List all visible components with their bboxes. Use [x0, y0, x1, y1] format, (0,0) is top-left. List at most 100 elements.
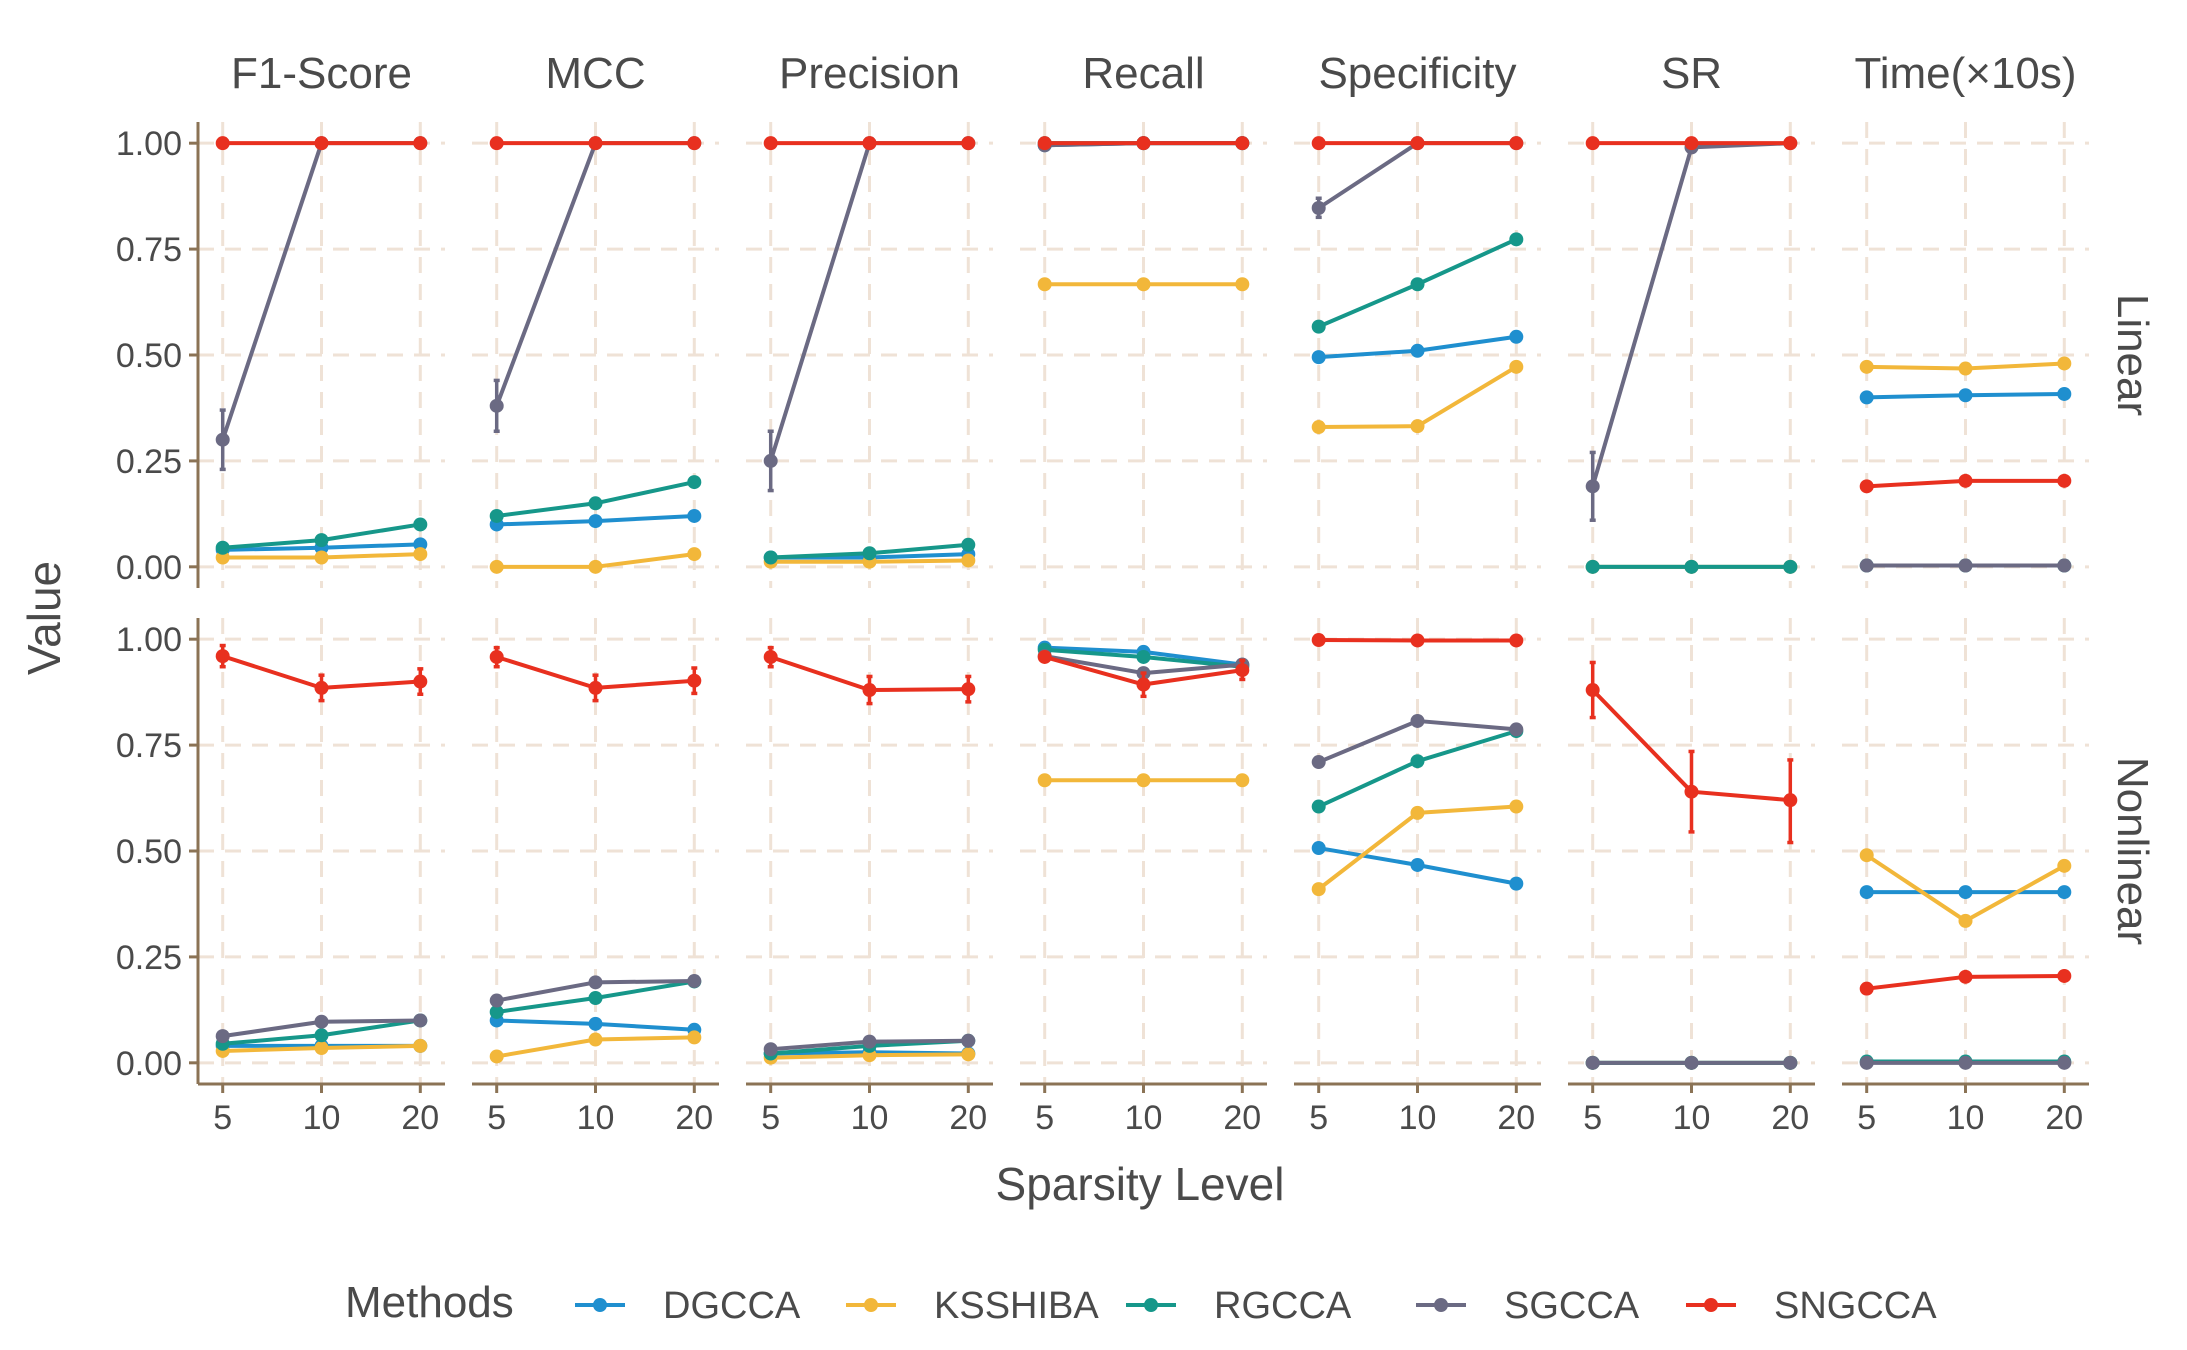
data-point-rgcca [1410, 277, 1425, 292]
error-bar-sgcca [767, 429, 774, 493]
data-point-dgcca [413, 537, 428, 552]
data-point-sngcca [2057, 968, 2072, 983]
data-point-sngcca [1509, 633, 1524, 648]
data-point-sgcca [1585, 1055, 1600, 1070]
x-tick-label: 5 [487, 1099, 506, 1137]
x-tick-label: 10 [1947, 1099, 1985, 1137]
data-point-sngcca [1037, 136, 1052, 151]
data-point-rgcca [862, 546, 877, 561]
data-point-ksshiba [1037, 773, 1052, 788]
data-point-sngcca [413, 136, 428, 151]
data-point-ksshiba [1037, 277, 1052, 292]
data-point-dgcca [588, 1016, 603, 1031]
y-tick-label: 0.75 [116, 727, 182, 765]
error-bar-sgcca [1589, 450, 1596, 522]
data-point-ksshiba [1509, 799, 1524, 814]
data-point-sngcca [687, 136, 702, 151]
error-bar-sngcca [493, 645, 500, 669]
data-point-dgcca [1958, 885, 1973, 900]
data-point-rgcca [588, 991, 603, 1006]
data-point-ksshiba [1958, 361, 1973, 376]
panels-layer [198, 122, 2089, 1084]
data-point-sgcca [1859, 558, 1874, 573]
data-point-ksshiba [1235, 773, 1250, 788]
panel-linear-sr [1568, 122, 1815, 588]
data-point-ksshiba [413, 1038, 428, 1053]
data-point-dgcca [2057, 885, 2072, 900]
strips-layer: F1-Score MCC Precision Recall Specificity SR T… [231, 49, 2157, 945]
legend-item-sngcca: SNGCCA [1686, 1285, 1937, 1327]
data-point-ksshiba [215, 550, 230, 565]
y-tick-label: 0.25 [116, 939, 182, 977]
data-point-sgcca [413, 1013, 428, 1028]
x-tick-label: 10 [1399, 1099, 1437, 1137]
data-point-sgcca [2057, 1055, 2072, 1070]
data-point-sngcca [1037, 649, 1052, 664]
data-point-sngcca [961, 136, 976, 151]
data-point-rgcca [961, 537, 976, 552]
error-bar-sngcca [1787, 758, 1794, 845]
data-point-sngcca [1585, 136, 1600, 151]
x-tick-label: 20 [1497, 1099, 1535, 1137]
x-axis-title: Sparsity Level [996, 1158, 1285, 1210]
data-point-sgcca [1958, 558, 1973, 573]
data-point-rgcca [1311, 799, 1326, 814]
x-tick-label: 10 [1125, 1099, 1163, 1137]
data-point-sgcca [1783, 1055, 1798, 1070]
data-point-sngcca [2057, 473, 2072, 488]
data-point-rgcca [1684, 559, 1699, 574]
x-tick-label: 20 [1771, 1099, 1809, 1137]
data-point-dgcca [1859, 390, 1874, 405]
data-point-ksshiba [961, 553, 976, 568]
error-bar-sngcca [1140, 671, 1147, 699]
data-point-sngcca [1509, 136, 1524, 151]
strip-label-precision: Precision [779, 49, 960, 98]
data-point-ksshiba [1311, 882, 1326, 897]
data-point-sgcca [1684, 1055, 1699, 1070]
legend-label: RGCCA [1214, 1285, 1352, 1327]
error-bar-sgcca [493, 378, 500, 434]
x-tick-label: 5 [761, 1099, 780, 1137]
data-point-ksshiba [588, 1032, 603, 1047]
strip-label-specificity: Specificity [1318, 49, 1516, 98]
data-point-dgcca [1311, 841, 1326, 856]
legend-swatch-point [1144, 1298, 1158, 1312]
data-point-dgcca [1958, 388, 1973, 403]
data-point-sngcca [215, 136, 230, 151]
data-point-sngcca [588, 136, 603, 151]
data-point-sgcca [1410, 713, 1425, 728]
data-point-sngcca [1859, 981, 1874, 996]
data-point-rgcca [489, 508, 504, 523]
error-bar-sngcca [219, 643, 226, 669]
legend-label: SNGCCA [1774, 1285, 1937, 1327]
error-bar-sngcca [592, 673, 599, 703]
data-point-sngcca [1859, 479, 1874, 494]
y-tick-label: 1.00 [116, 125, 182, 163]
data-point-sngcca [1684, 136, 1699, 151]
data-point-sgcca [687, 974, 702, 989]
panel-linear-recall [1020, 122, 1267, 588]
x-tick-label: 20 [949, 1099, 987, 1137]
data-point-dgcca [1509, 876, 1524, 891]
strip-label-sr: SR [1661, 49, 1722, 98]
row-label-linear: Linear [2108, 294, 2157, 416]
data-point-ksshiba [314, 1040, 329, 1055]
panel-linear-time-10s [1842, 122, 2089, 588]
panel-nonlinear-time-10s [1842, 618, 2089, 1084]
data-point-sgcca [215, 1029, 230, 1044]
x-axes: 5 10 20 5 10 20 5 10 20 5 10 20 5 10 20 5 10 20 5 10 20 [198, 1082, 2089, 1137]
data-point-sgcca [1509, 722, 1524, 737]
x-tick-label: 10 [303, 1099, 341, 1137]
error-bar-sgcca [1315, 196, 1322, 220]
data-point-dgcca [1859, 885, 1874, 900]
strip-label-mcc: MCC [545, 49, 645, 98]
data-point-sgcca [489, 993, 504, 1008]
data-point-ksshiba [687, 1030, 702, 1045]
error-bar-sngcca [965, 674, 972, 704]
error-bar-sngcca [691, 666, 698, 696]
y-tick-label: 0.25 [116, 443, 182, 481]
y-tick-label: 0.75 [116, 231, 182, 269]
x-tick-label: 20 [1223, 1099, 1261, 1137]
data-point-ksshiba [2057, 356, 2072, 371]
